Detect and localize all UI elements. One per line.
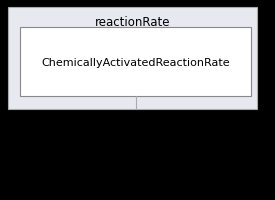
Text: ChemicallyActivatedReactionRate: ChemicallyActivatedReactionRate xyxy=(41,57,230,67)
FancyBboxPatch shape xyxy=(8,8,257,109)
Text: reactionRate: reactionRate xyxy=(95,15,170,28)
FancyBboxPatch shape xyxy=(20,28,251,97)
